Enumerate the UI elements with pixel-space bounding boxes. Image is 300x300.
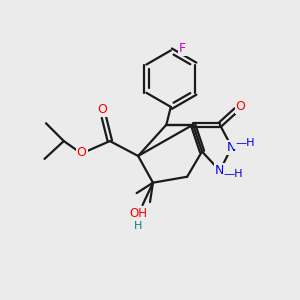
Text: N: N — [215, 164, 224, 177]
Text: O: O — [236, 100, 246, 113]
Text: H: H — [134, 221, 142, 231]
Text: OH: OH — [129, 207, 147, 220]
Text: —H: —H — [236, 139, 255, 148]
Text: O: O — [77, 146, 87, 159]
Text: O: O — [98, 103, 107, 116]
Text: F: F — [178, 42, 186, 56]
Text: N: N — [227, 140, 236, 154]
Text: —H: —H — [224, 169, 243, 179]
